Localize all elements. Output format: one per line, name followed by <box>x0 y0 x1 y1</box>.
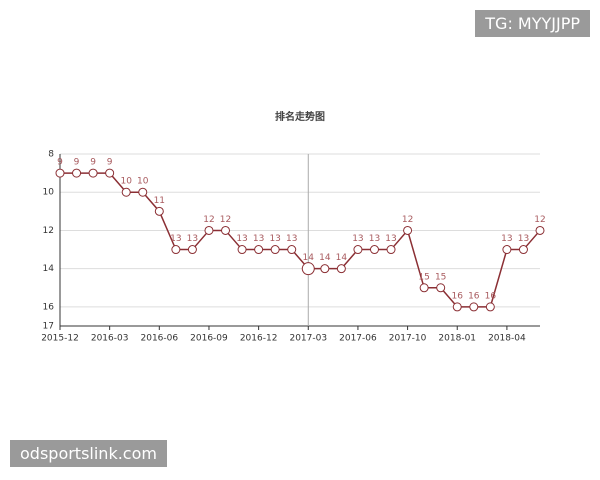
point <box>237 245 247 255</box>
watermark: TG: MYYJJPP <box>475 10 590 37</box>
point <box>485 302 495 312</box>
point <box>221 225 231 235</box>
point <box>535 225 545 235</box>
point <box>320 264 330 274</box>
point <box>204 225 214 235</box>
point <box>88 168 98 178</box>
x-tick-label: 2015-12 <box>41 334 79 344</box>
point <box>353 245 363 255</box>
data-label: 13 <box>385 234 396 244</box>
point <box>518 245 528 255</box>
point <box>270 245 280 255</box>
point <box>171 245 181 255</box>
data-label: 14 <box>319 253 331 263</box>
data-label: 15 <box>435 272 446 282</box>
y-tick-label: 14 <box>43 264 55 274</box>
line <box>60 172 541 308</box>
point <box>336 264 346 274</box>
point <box>121 187 131 197</box>
data-label: 12 <box>402 215 413 225</box>
point <box>187 245 197 255</box>
data-label: 14 <box>336 253 348 263</box>
x-tick-label: 2018-04 <box>488 334 526 344</box>
point <box>419 283 429 293</box>
data-label: 13 <box>187 234 198 244</box>
x-tick-label: 2017-06 <box>339 334 377 344</box>
data-label: 9 <box>107 158 113 168</box>
data-label: 16 <box>485 291 497 301</box>
point <box>301 262 315 276</box>
data-label: 9 <box>74 158 80 168</box>
x-tick-label: 2017-10 <box>389 334 427 344</box>
data-label: 10 <box>137 177 149 187</box>
data-label: 13 <box>352 234 363 244</box>
data-label: 13 <box>518 234 529 244</box>
data-label: 12 <box>534 215 545 225</box>
point <box>436 283 446 293</box>
y-tick-label: 10 <box>43 188 55 198</box>
data-label: 9 <box>90 158 96 168</box>
x-tick-label: 2016-06 <box>141 334 179 344</box>
watermark: odsportslink.com <box>10 440 167 467</box>
x-tick-label: 2016-12 <box>240 334 278 344</box>
data-label: 9 <box>57 158 63 168</box>
data-label: 13 <box>236 234 247 244</box>
x-tick-label: 2018-01 <box>438 334 476 344</box>
point <box>105 168 115 178</box>
point <box>154 206 164 216</box>
point <box>138 187 148 197</box>
x-tick-label: 2016-09 <box>190 334 228 344</box>
data-label: 16 <box>452 291 464 301</box>
data-label: 10 <box>120 177 132 187</box>
data-label: 13 <box>501 234 512 244</box>
point <box>72 168 82 178</box>
data-label: 13 <box>253 234 264 244</box>
data-label: 11 <box>154 196 165 206</box>
y-tick-label: 8 <box>48 150 54 160</box>
data-label: 14 <box>303 253 315 263</box>
data-label: 13 <box>369 234 380 244</box>
y-tick-label: 12 <box>43 226 54 236</box>
data-label: 15 <box>418 272 429 282</box>
x-tick-label: 2017-03 <box>289 334 327 344</box>
point <box>403 225 413 235</box>
chart-title: 排名走势图 <box>275 110 325 123</box>
point <box>469 302 479 312</box>
data-label: 12 <box>203 215 214 225</box>
point <box>369 245 379 255</box>
x-tick-label: 2016-03 <box>91 334 129 344</box>
point <box>55 168 65 178</box>
data-label: 13 <box>269 234 280 244</box>
data-label: 13 <box>170 234 181 244</box>
point <box>386 245 396 255</box>
data-label: 12 <box>220 215 231 225</box>
y-tick-label: 17 <box>43 322 54 332</box>
point <box>452 302 462 312</box>
y-tick-label: 16 <box>43 302 55 312</box>
point <box>502 245 512 255</box>
data-label: 13 <box>286 234 297 244</box>
point <box>287 245 297 255</box>
data-label: 16 <box>468 291 480 301</box>
point <box>254 245 264 255</box>
